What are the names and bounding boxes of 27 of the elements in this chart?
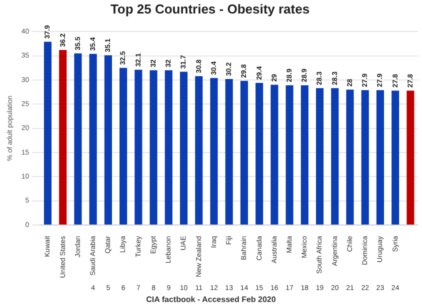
bar [331, 88, 339, 224]
bar [195, 76, 203, 224]
chart-title: Top 25 Countries - Obesity rates [110, 1, 310, 16]
text: CIA factbook - Accessed Feb 2020 [146, 295, 276, 304]
bar [286, 85, 294, 224]
bar [346, 90, 354, 224]
bar [316, 88, 324, 224]
bar [225, 78, 233, 224]
bar [150, 70, 158, 224]
bar [392, 90, 400, 224]
bar [270, 84, 278, 224]
bar [104, 55, 112, 224]
bar [361, 90, 369, 224]
bar [59, 50, 67, 224]
bar [44, 42, 52, 224]
bar [256, 82, 264, 224]
bar [134, 70, 142, 224]
bar [240, 80, 248, 224]
bar [180, 72, 188, 224]
bar [120, 68, 128, 224]
bar [300, 85, 308, 224]
bar [406, 90, 414, 224]
bar [89, 54, 97, 224]
bar [164, 70, 172, 224]
bar [74, 53, 82, 224]
bar [210, 78, 218, 224]
bar [376, 90, 384, 224]
